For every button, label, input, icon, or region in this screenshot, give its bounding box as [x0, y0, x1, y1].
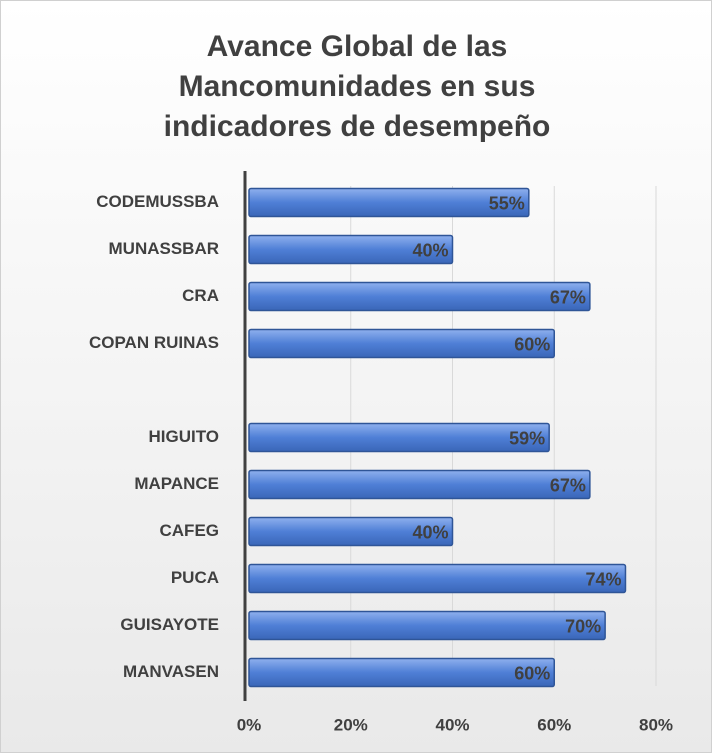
value-label: 40% [412, 240, 448, 260]
y-tick-label: MANVASEN [123, 662, 219, 681]
y-tick-label: GUISAYOTE [120, 615, 219, 634]
bar [248, 328, 555, 359]
value-label: 60% [514, 663, 550, 683]
y-tick-label: MAPANCE [134, 474, 219, 493]
bar [248, 234, 454, 265]
chart-title: Avance Global de las Mancomunidades en s… [163, 30, 551, 143]
value-label: 67% [550, 475, 586, 495]
x-tick-label: 20% [334, 715, 368, 734]
value-label: 60% [514, 334, 550, 354]
bar [248, 657, 555, 688]
bar [248, 610, 606, 641]
bar [248, 422, 550, 453]
bar [248, 516, 454, 547]
value-label: 70% [565, 616, 601, 636]
bar [248, 469, 591, 500]
bar [248, 281, 591, 312]
value-label: 55% [489, 193, 525, 213]
y-tick-label: CAFEG [160, 521, 220, 540]
x-tick-label: 80% [639, 715, 673, 734]
y-tick-label: PUCA [171, 568, 219, 587]
bar [248, 187, 530, 218]
y-tick-label: MUNASSBAR [109, 239, 220, 258]
y-tick-label: COPAN RUINAS [89, 333, 219, 352]
x-tick-label: 60% [537, 715, 571, 734]
value-label: 59% [509, 428, 545, 448]
value-label: 67% [550, 287, 586, 307]
y-tick-label: CRA [182, 286, 219, 305]
value-label: 40% [412, 522, 448, 542]
value-label: 74% [585, 569, 621, 589]
y-tick-label: HIGUITO [148, 427, 219, 446]
x-tick-label: 0% [237, 715, 262, 734]
y-tick-label: CODEMUSSBA [96, 192, 219, 211]
x-tick-label: 40% [435, 715, 469, 734]
bar [248, 563, 627, 594]
